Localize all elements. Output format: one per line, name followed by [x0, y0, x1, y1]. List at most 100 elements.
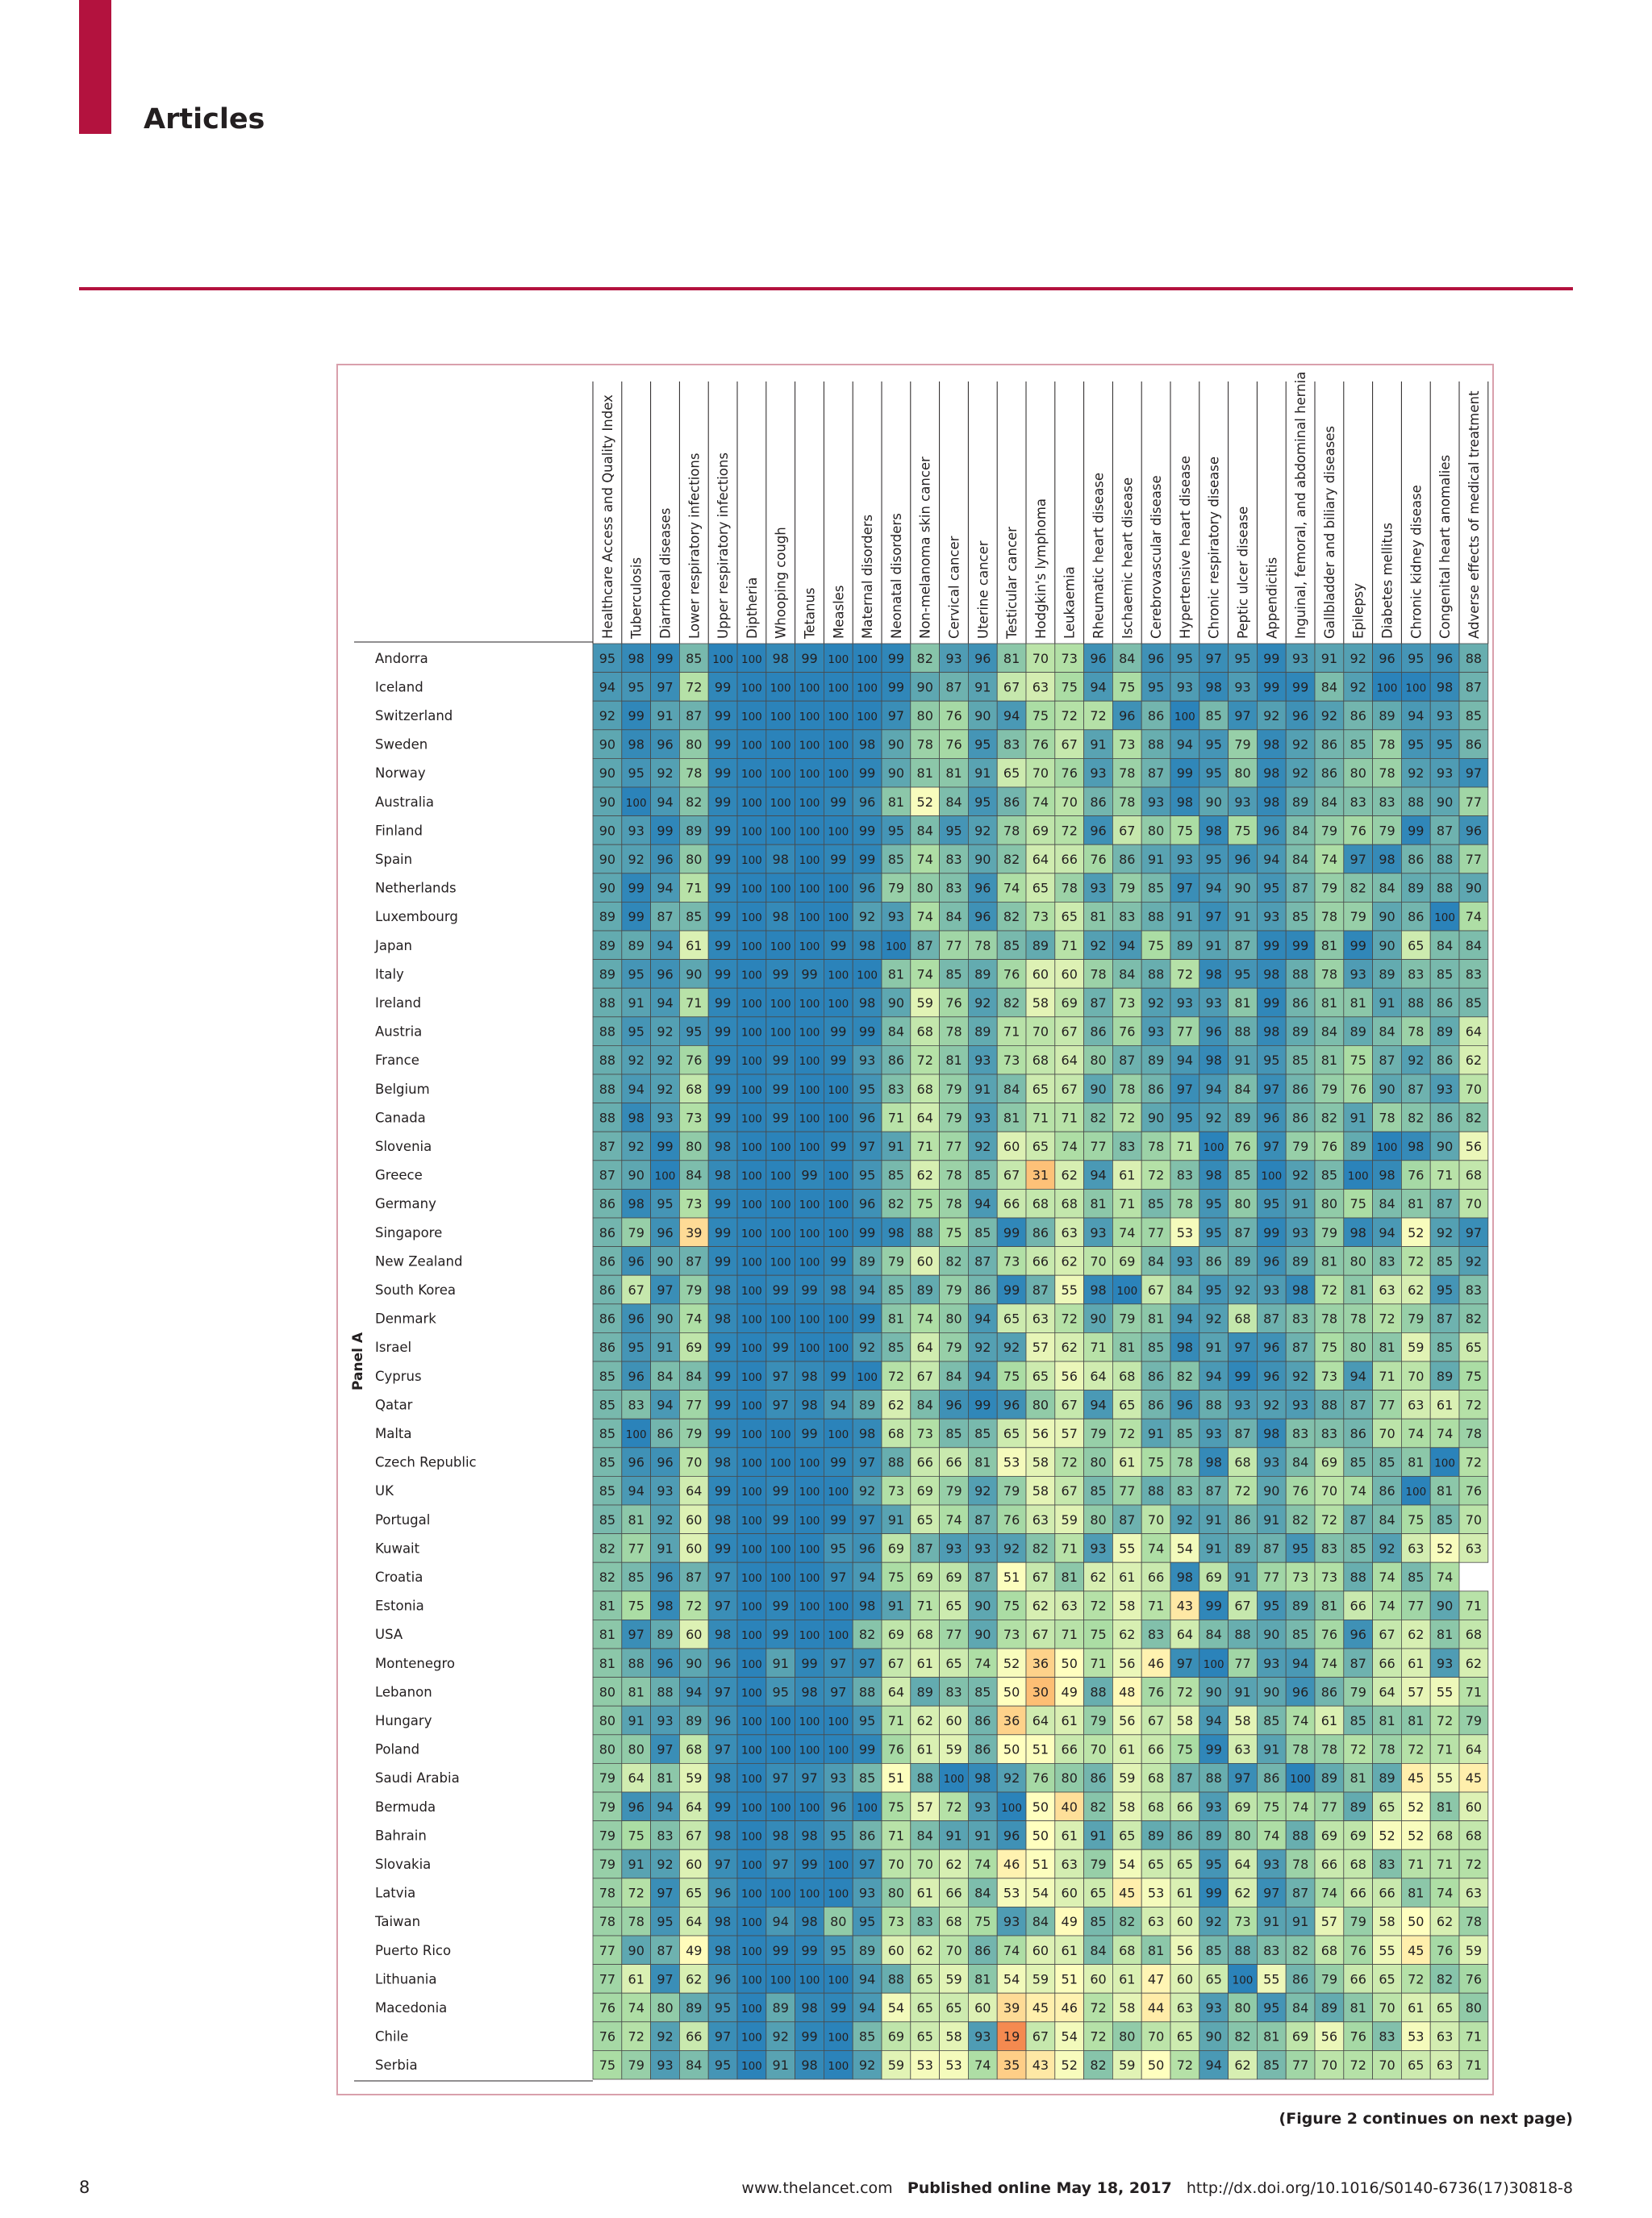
cell-value: 72 [1090, 1599, 1106, 1614]
cell-value: 94 [657, 1397, 673, 1412]
cell-value: 99 [773, 1053, 789, 1068]
cell-value: 79 [1379, 823, 1395, 838]
cell-value: 98 [1379, 1168, 1395, 1183]
cell-value: 100 [828, 1228, 849, 1240]
cell-value: 85 [599, 1397, 615, 1412]
cell-value: 93 [1206, 1426, 1222, 1441]
heatmap-cell [1401, 815, 1431, 845]
cell-value: 100 [828, 653, 849, 666]
cell-value: 96 [657, 852, 673, 867]
cell-value: 86 [1321, 765, 1337, 781]
cell-value: 100 [741, 883, 762, 896]
cell-value: 79 [628, 1225, 645, 1240]
heatmap-cell [1054, 902, 1084, 932]
cell-value: 100 [741, 1716, 762, 1728]
cell-value: 100 [741, 1888, 762, 1901]
cell-value: 95 [974, 737, 991, 753]
cell-value: 96 [974, 651, 991, 666]
cell-value: 90 [917, 679, 933, 694]
cell-value: 100 [770, 768, 791, 781]
cell-value: 99 [715, 794, 731, 810]
cell-value: 76 [1321, 1627, 1337, 1642]
cell-value: 96 [859, 1110, 875, 1125]
cell-value: 71 [1090, 1340, 1106, 1355]
heatmap-cell [1199, 873, 1229, 903]
cell-value: 79 [945, 1340, 962, 1355]
footer-site[interactable]: www.thelancet.com [741, 2179, 893, 2197]
cell-value: 78 [628, 1914, 645, 1929]
cell-value: 56 [1119, 1656, 1135, 1671]
cell-value: 79 [1090, 1426, 1106, 1441]
cell-value: 84 [1003, 1082, 1020, 1097]
cell-value: 77 [628, 1541, 645, 1556]
cell-value: 75 [1003, 1369, 1020, 1384]
heatmap-cell [678, 700, 709, 731]
cell-value: 89 [1408, 881, 1424, 896]
cell-value: 52 [1003, 1656, 1020, 1671]
cell-value: 88 [1234, 1627, 1250, 1642]
footer-doi[interactable]: http://dx.doi.org/10.1016/S0140-6736(17)… [1186, 2179, 1573, 2197]
cell-value: 73 [1234, 1914, 1250, 1929]
cell-value: 61 [686, 938, 702, 953]
cell-value: 69 [686, 1340, 702, 1355]
cell-value: 51 [1003, 1570, 1020, 1585]
cell-value: 90 [657, 1253, 673, 1269]
cell-value: 66 [1062, 1742, 1078, 1757]
heatmap-cell [881, 844, 912, 874]
heatmap-cell [1025, 987, 1056, 1018]
cell-value: 85 [1292, 1053, 1308, 1068]
cell-value: 68 [1032, 1053, 1049, 1068]
cell-value: 71 [1466, 2057, 1482, 2073]
row-label: Lebanon [375, 1684, 432, 1699]
cell-value: 62 [1234, 2057, 1250, 2073]
cell-value: 85 [974, 1168, 991, 1183]
cell-value: 58 [1032, 995, 1049, 1011]
cell-value: 90 [1263, 1627, 1279, 1642]
row-label: Qatar [375, 1397, 413, 1412]
heatmap-cell [910, 959, 940, 989]
cell-value: 71 [1466, 1684, 1482, 1699]
cell-value: 97 [773, 1770, 789, 1786]
column-header: Maternal disorders [860, 515, 875, 639]
heatmap-cell [766, 959, 795, 989]
cell-value: 98 [1206, 1168, 1222, 1183]
column-header: Measles [831, 586, 846, 639]
cell-value: 77 [1090, 1139, 1106, 1154]
cell-value: 43 [1177, 1599, 1193, 1614]
cell-value: 95 [830, 1828, 846, 1843]
cell-value: 82 [1003, 909, 1020, 924]
cell-value: 92 [1292, 737, 1308, 753]
cell-value: 71 [1090, 1656, 1106, 1671]
cell-value: 59 [945, 1742, 962, 1757]
cell-value: 89 [917, 1684, 933, 1699]
cell-value: 59 [1062, 1512, 1078, 1528]
row-label: Puerto Rico [375, 1943, 451, 1958]
cell-value: 59 [888, 2057, 904, 2073]
cell-value: 100 [799, 1888, 820, 1901]
cell-value: 98 [801, 2057, 817, 2073]
cell-value: 88 [888, 1455, 904, 1470]
cell-value: 97 [657, 1282, 673, 1298]
cell-value: 100 [799, 940, 820, 953]
cell-value: 76 [1350, 2029, 1366, 2045]
heatmap-cell [1170, 959, 1200, 989]
cell-value: 67 [1379, 1627, 1395, 1642]
heatmap-cell [621, 757, 651, 788]
row-label: France [375, 1053, 419, 1068]
heatmap-cell [1343, 786, 1374, 816]
cell-value: 85 [1350, 1713, 1366, 1728]
cell-value: 67 [1234, 1599, 1250, 1614]
cell-value: 87 [1234, 1426, 1250, 1441]
cell-value: 79 [888, 1253, 904, 1269]
heatmap-cell [824, 643, 853, 673]
cell-value: 87 [945, 679, 962, 694]
column-header: Lower respiratory infections [686, 453, 702, 639]
column-header: Diptheria [745, 577, 760, 639]
cell-value: 97 [1263, 1886, 1279, 1901]
row-label: Portugal [375, 1512, 430, 1528]
cell-value: 100 [741, 1945, 762, 1958]
cell-value: 84 [1466, 938, 1482, 953]
column-header: Congenital heart anomalies [1437, 455, 1453, 639]
cell-value: 84 [1148, 1253, 1164, 1269]
cell-value: 74 [917, 852, 933, 867]
